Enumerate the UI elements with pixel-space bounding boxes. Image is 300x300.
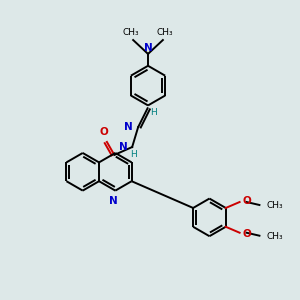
Text: H: H: [151, 108, 157, 117]
Text: CH₃: CH₃: [266, 202, 283, 211]
Text: N: N: [119, 142, 128, 152]
Text: O: O: [243, 229, 251, 239]
Text: H: H: [130, 151, 136, 160]
Text: O: O: [99, 127, 108, 137]
Text: CH₃: CH₃: [123, 28, 140, 37]
Text: O: O: [243, 196, 251, 206]
Text: N: N: [109, 196, 118, 206]
Text: N: N: [124, 122, 133, 132]
Text: CH₃: CH₃: [157, 28, 173, 37]
Text: N: N: [144, 43, 152, 53]
Text: CH₃: CH₃: [266, 232, 283, 241]
